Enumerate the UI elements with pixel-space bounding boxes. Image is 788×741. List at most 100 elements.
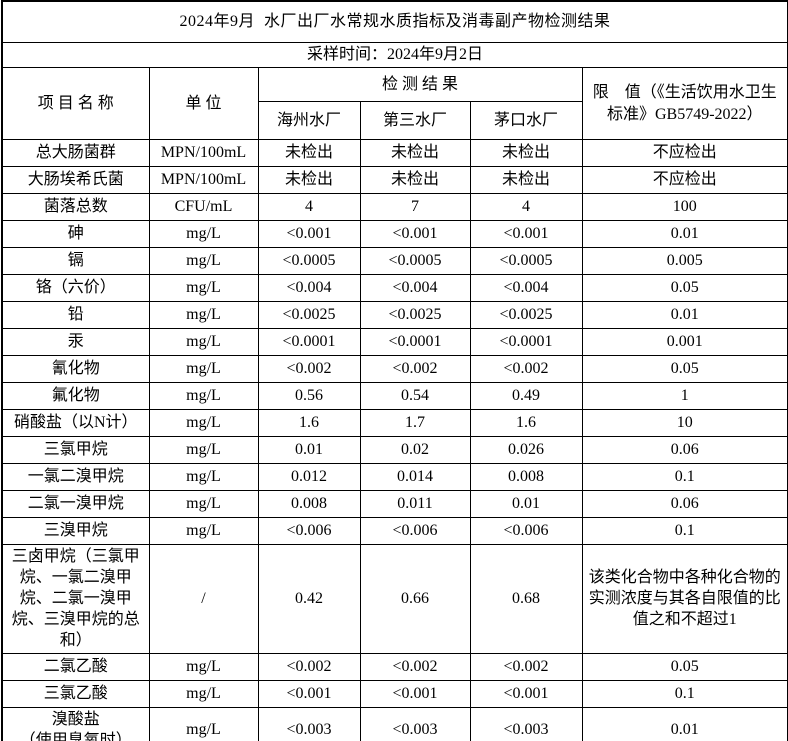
unit-cell: mg/L: [148, 301, 259, 329]
unit-cell: mg/L: [148, 274, 259, 302]
result-cell-maokou: <0.004: [469, 274, 583, 302]
column-header-plant-disan: 第三水厂: [359, 101, 471, 140]
unit-cell: mg/L: [148, 706, 259, 741]
table-row: 氟化物 mg/L 0.56 0.54 0.49 1: [1, 382, 788, 410]
limit-cell: 0.1: [581, 679, 788, 708]
result-cell-disan: 7: [359, 193, 471, 221]
result-cell-maokou: <0.0005: [469, 247, 583, 275]
column-header-limit: 限 值（《生活饮用水卫生标准》GB5749-2022）: [581, 67, 788, 140]
result-cell-disan: <0.004: [359, 274, 471, 302]
limit-cell: 1: [581, 382, 788, 410]
limit-cell: 0.001: [581, 328, 788, 356]
unit-cell: mg/L: [148, 517, 259, 545]
result-cell-maokou: 0.008: [469, 463, 583, 491]
column-header-unit: 单 位: [148, 67, 259, 140]
unit-cell: mg/L: [148, 652, 259, 681]
unit-cell: mg/L: [148, 382, 259, 410]
report-title: 2024年9月 水厂出厂水常规水质指标及消毒副产物检测结果: [1, 0, 788, 43]
limit-cell: 100: [581, 193, 788, 221]
result-cell-disan: <0.002: [359, 652, 471, 681]
limit-cell: 0.06: [581, 490, 788, 518]
item-name-cell: 氟化物: [1, 382, 150, 410]
table-row: 汞 mg/L <0.0001 <0.0001 <0.0001 0.001: [1, 328, 788, 356]
unit-cell: mg/L: [148, 355, 259, 383]
result-cell-maokou: <0.0025: [469, 301, 583, 329]
item-name-cell: 三卤甲烷（三氯甲烷、一氯二溴甲烷、二氯一溴甲烷、三溴甲烷的总和）: [1, 544, 150, 654]
result-cell-maokou: 0.01: [469, 490, 583, 518]
item-name-cell: 镉: [1, 247, 150, 275]
limit-cell: 0.01: [581, 301, 788, 329]
column-header-item-name: 项 目 名 称: [1, 67, 150, 140]
table-row: 溴酸盐 （使用臭氧时） mg/L <0.003 <0.003 <0.003 0.01: [1, 706, 788, 741]
item-name-cell: 大肠埃希氏菌: [1, 166, 150, 194]
sample-time-label: 采样时间：2024年9月2日: [1, 42, 788, 68]
unit-cell: mg/L: [148, 490, 259, 518]
item-name-cell: 三溴甲烷: [1, 517, 150, 545]
item-name-cell: 汞: [1, 328, 150, 356]
item-name-cell: 铅: [1, 301, 150, 329]
item-name-cell: 溴酸盐 （使用臭氧时）: [1, 706, 150, 741]
unit-cell: mg/L: [148, 409, 259, 437]
result-cell-haizhou: 1.6: [257, 409, 361, 437]
result-cell-haizhou: 4: [257, 193, 361, 221]
item-name-cell: 总大肠菌群: [1, 139, 150, 167]
unit-cell: mg/L: [148, 679, 259, 708]
limit-cell: 不应检出: [581, 166, 788, 194]
result-cell-haizhou: <0.003: [257, 706, 361, 741]
table-row: 铅 mg/L <0.0025 <0.0025 <0.0025 0.01: [1, 301, 788, 329]
unit-cell: mg/L: [148, 220, 259, 248]
result-cell-haizhou: 未检出: [257, 166, 361, 194]
column-header-plant-maokou: 茅口水厂: [469, 101, 583, 140]
result-cell-haizhou: 0.012: [257, 463, 361, 491]
result-cell-haizhou: <0.0005: [257, 247, 361, 275]
item-name-cell: 铬（六价）: [1, 274, 150, 302]
limit-cell: 不应检出: [581, 139, 788, 167]
item-name-cell: 砷: [1, 220, 150, 248]
table-row: 一氯二溴甲烷 mg/L 0.012 0.014 0.008 0.1: [1, 463, 788, 491]
result-cell-haizhou: <0.001: [257, 220, 361, 248]
table-row: 镉 mg/L <0.0005 <0.0005 <0.0005 0.005: [1, 247, 788, 275]
result-cell-disan: <0.0025: [359, 301, 471, 329]
unit-cell: mg/L: [148, 463, 259, 491]
table-row: 硝酸盐（以N计） mg/L 1.6 1.7 1.6 10: [1, 409, 788, 437]
table-row: 三氯甲烷 mg/L 0.01 0.02 0.026 0.06: [1, 436, 788, 464]
result-cell-disan: <0.0001: [359, 328, 471, 356]
result-cell-haizhou: 0.008: [257, 490, 361, 518]
item-name-cell: 菌落总数: [1, 193, 150, 221]
result-cell-maokou: <0.002: [469, 652, 583, 681]
result-cell-disan: 未检出: [359, 166, 471, 194]
result-cell-haizhou: 0.42: [257, 544, 361, 654]
result-cell-maokou: 未检出: [469, 139, 583, 167]
limit-cell: 该类化合物中各种化合物的实测浓度与其各自限值的比值之和不超过1: [581, 544, 788, 654]
result-cell-disan: <0.003: [359, 706, 471, 741]
result-cell-maokou: 0.026: [469, 436, 583, 464]
result-cell-maokou: 0.68: [469, 544, 583, 654]
result-cell-haizhou: <0.0025: [257, 301, 361, 329]
limit-cell: 10: [581, 409, 788, 437]
table-row: 三氯乙酸 mg/L <0.001 <0.001 <0.001 0.1: [1, 679, 788, 708]
result-cell-disan: <0.0005: [359, 247, 471, 275]
item-name-cell: 三氯甲烷: [1, 436, 150, 464]
table-row: 二氯一溴甲烷 mg/L 0.008 0.011 0.01 0.06: [1, 490, 788, 518]
result-cell-disan: 0.011: [359, 490, 471, 518]
result-cell-haizhou: 0.01: [257, 436, 361, 464]
item-name-cell: 三氯乙酸: [1, 679, 150, 708]
limit-cell: 0.1: [581, 517, 788, 545]
item-name-cell: 氰化物: [1, 355, 150, 383]
result-cell-haizhou: <0.002: [257, 652, 361, 681]
result-cell-maokou: <0.006: [469, 517, 583, 545]
result-cell-haizhou: 0.56: [257, 382, 361, 410]
result-cell-disan: 1.7: [359, 409, 471, 437]
result-cell-maokou: <0.002: [469, 355, 583, 383]
unit-cell: /: [148, 544, 259, 654]
unit-cell: mg/L: [148, 328, 259, 356]
table-row: 铬（六价） mg/L <0.004 <0.004 <0.004 0.05: [1, 274, 788, 302]
unit-cell: MPN/100mL: [148, 166, 259, 194]
result-cell-haizhou: <0.001: [257, 679, 361, 708]
result-cell-haizhou: <0.0001: [257, 328, 361, 356]
item-name-cell: 二氯一溴甲烷: [1, 490, 150, 518]
unit-cell: MPN/100mL: [148, 139, 259, 167]
table-row: 三卤甲烷（三氯甲烷、一氯二溴甲烷、二氯一溴甲烷、三溴甲烷的总和）/0.42 0.6…: [1, 544, 788, 654]
